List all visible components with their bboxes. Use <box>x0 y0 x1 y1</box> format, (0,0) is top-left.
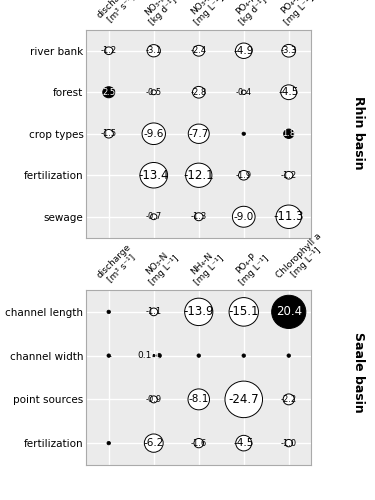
Circle shape <box>105 47 113 54</box>
Circle shape <box>150 396 158 403</box>
Text: -1.2: -1.2 <box>100 46 117 55</box>
Circle shape <box>242 132 246 136</box>
Circle shape <box>104 130 113 138</box>
Circle shape <box>283 394 294 405</box>
Text: -1.9: -1.9 <box>236 171 252 180</box>
Text: -3.1: -3.1 <box>146 46 162 55</box>
Circle shape <box>193 46 205 56</box>
Circle shape <box>147 44 160 57</box>
Text: 0.1: 0.1 <box>147 351 160 360</box>
Text: -0.9: -0.9 <box>146 395 162 404</box>
Circle shape <box>242 90 246 94</box>
Text: -0.7: -0.7 <box>146 212 162 221</box>
Text: -1.1: -1.1 <box>146 308 162 316</box>
Text: -3.3: -3.3 <box>280 46 297 55</box>
Text: -2.4: -2.4 <box>190 46 207 55</box>
Text: -12.1: -12.1 <box>183 169 214 181</box>
Circle shape <box>107 310 111 314</box>
Text: -1.5: -1.5 <box>100 129 117 138</box>
Circle shape <box>142 123 165 144</box>
Text: -1.2: -1.2 <box>280 171 297 180</box>
Text: -11.3: -11.3 <box>273 210 304 223</box>
Text: -4.5: -4.5 <box>234 438 254 448</box>
Circle shape <box>276 205 302 229</box>
Circle shape <box>107 354 111 358</box>
Circle shape <box>236 43 252 59</box>
Text: Saale basin: Saale basin <box>352 332 364 413</box>
Circle shape <box>236 436 252 451</box>
Circle shape <box>242 354 246 358</box>
Circle shape <box>285 172 293 179</box>
Text: -13.9: -13.9 <box>183 306 214 318</box>
Circle shape <box>184 298 213 326</box>
Circle shape <box>238 170 249 180</box>
Text: -1.0: -1.0 <box>280 438 297 448</box>
Text: -15.1: -15.1 <box>228 306 259 318</box>
Text: -0.4: -0.4 <box>236 88 252 97</box>
Circle shape <box>103 86 115 98</box>
Text: -1.6: -1.6 <box>190 438 207 448</box>
Circle shape <box>197 354 201 358</box>
Circle shape <box>151 90 156 94</box>
Text: -0.5: -0.5 <box>146 88 162 97</box>
Text: -9.0: -9.0 <box>234 212 254 222</box>
Circle shape <box>192 86 205 98</box>
Circle shape <box>150 308 158 316</box>
Circle shape <box>195 213 203 220</box>
Circle shape <box>232 206 255 227</box>
Circle shape <box>229 298 258 326</box>
Text: 2.5: 2.5 <box>102 88 116 97</box>
Circle shape <box>107 442 111 445</box>
Text: -24.7: -24.7 <box>228 393 259 406</box>
Text: -7.7: -7.7 <box>189 128 209 138</box>
Text: Rhin basin: Rhin basin <box>352 96 364 170</box>
Text: 20.4: 20.4 <box>276 306 302 318</box>
Circle shape <box>153 354 155 357</box>
Circle shape <box>282 44 296 57</box>
Text: 0.1: 0.1 <box>137 351 152 360</box>
Circle shape <box>188 389 210 410</box>
Text: -6.2: -6.2 <box>144 438 164 448</box>
Text: -4.9: -4.9 <box>234 46 254 56</box>
Circle shape <box>284 129 294 138</box>
Circle shape <box>225 381 262 418</box>
Text: 1.8: 1.8 <box>282 129 296 138</box>
Circle shape <box>140 162 168 188</box>
Text: -4.5: -4.5 <box>279 87 299 97</box>
Circle shape <box>186 163 212 188</box>
Circle shape <box>287 354 291 358</box>
Circle shape <box>188 124 209 144</box>
Text: -8.1: -8.1 <box>189 394 209 404</box>
Text: -2.8: -2.8 <box>190 88 207 97</box>
Circle shape <box>281 85 297 100</box>
Text: –: – <box>106 350 111 360</box>
Circle shape <box>272 296 306 328</box>
Circle shape <box>194 438 204 448</box>
Circle shape <box>157 354 161 358</box>
Circle shape <box>151 214 157 220</box>
Circle shape <box>285 440 292 447</box>
Text: -13.4: -13.4 <box>138 169 169 181</box>
Text: -2.2: -2.2 <box>280 395 297 404</box>
Text: -9.6: -9.6 <box>144 128 164 138</box>
Circle shape <box>144 434 163 452</box>
Text: -1.3: -1.3 <box>190 212 207 221</box>
